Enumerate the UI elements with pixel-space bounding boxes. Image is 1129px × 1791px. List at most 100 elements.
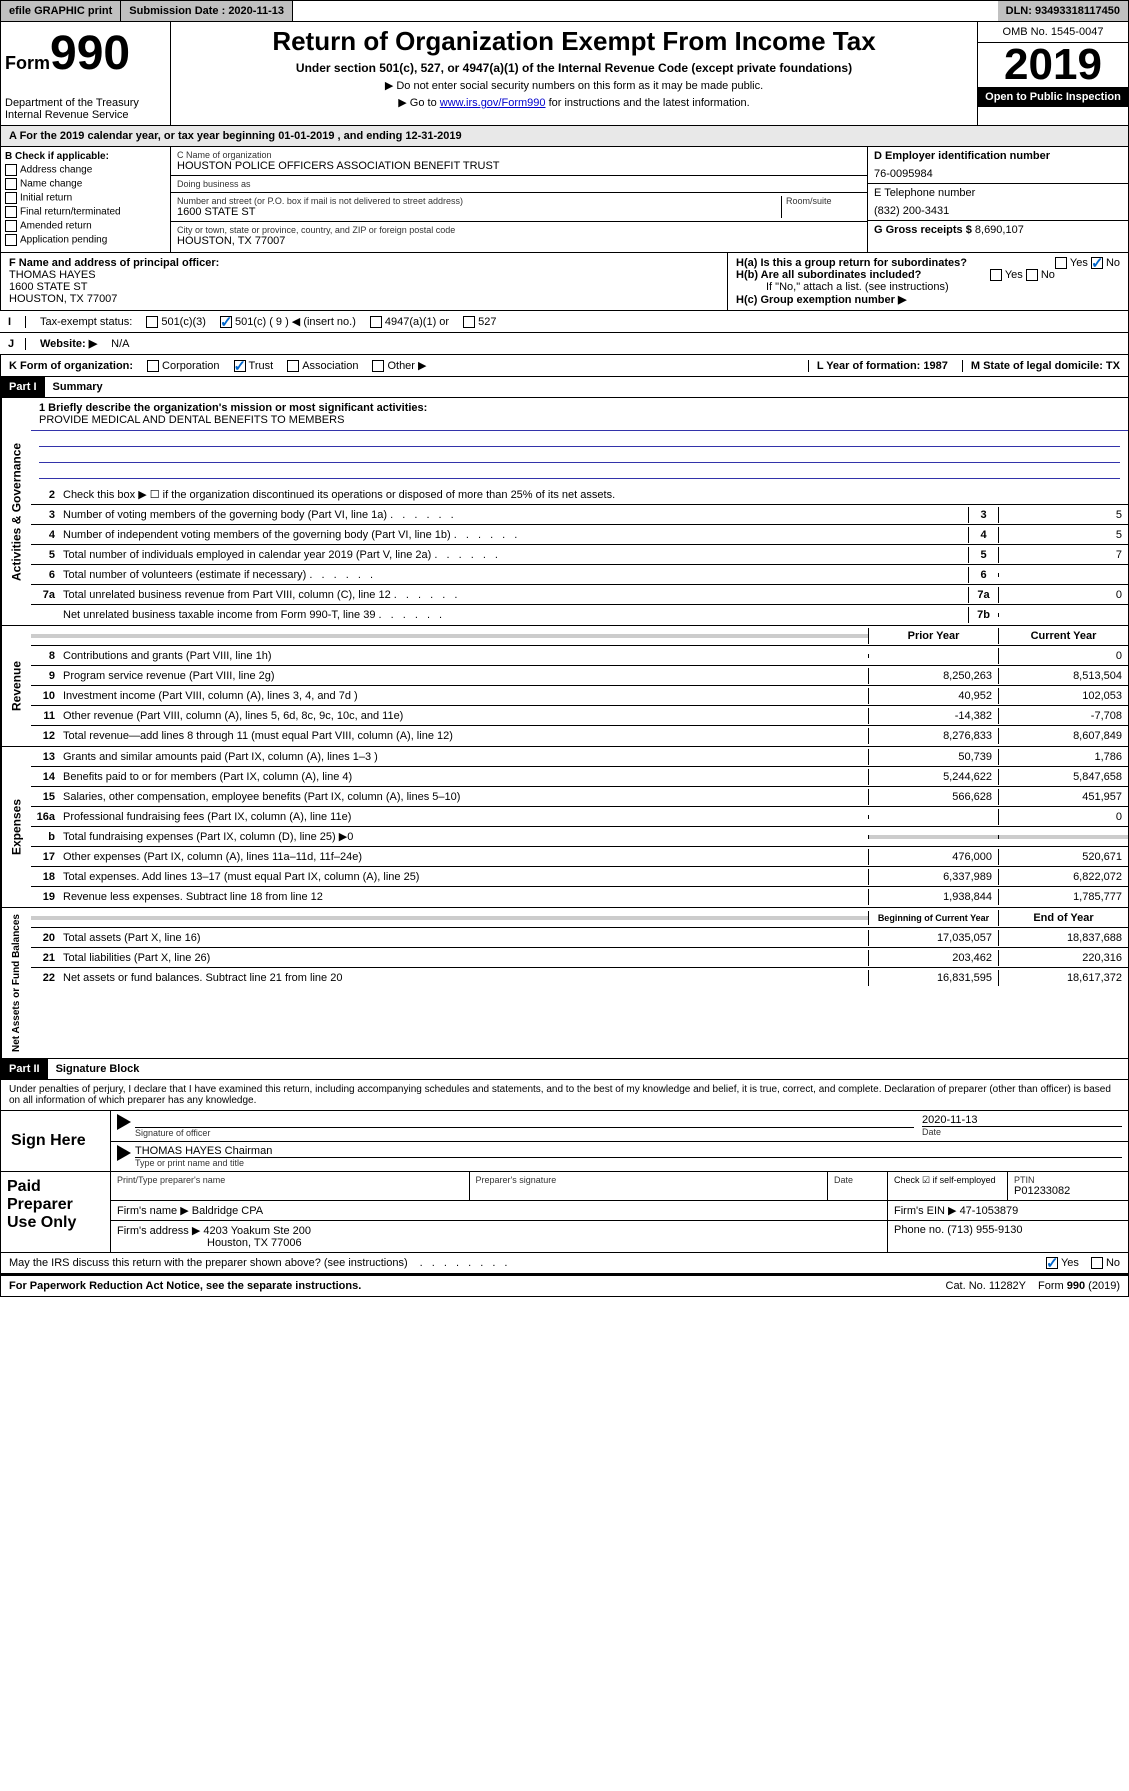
prep-h3: Date — [828, 1172, 888, 1200]
part1-title: Summary — [45, 377, 111, 397]
summary-governance: Activities & Governance 1 Briefly descri… — [0, 398, 1129, 626]
firm-addr: 4203 Yoakum Ste 200 — [203, 1225, 311, 1237]
officer-print-name: THOMAS HAYES Chairman — [135, 1145, 1122, 1158]
chk-501c3[interactable]: 501(c)(3) — [146, 316, 206, 328]
net-header: Beginning of Current Year End of Year — [31, 908, 1128, 928]
discuss-text: May the IRS discuss this return with the… — [9, 1257, 408, 1269]
note2-pre: ▶ Go to — [398, 97, 439, 109]
year-formation: L Year of formation: 1987 — [808, 360, 948, 372]
begin-year-hdr: Beginning of Current Year — [868, 911, 998, 925]
chk-final-return[interactable]: Final return/terminated — [5, 206, 166, 218]
chk-assoc[interactable]: Association — [287, 360, 358, 372]
gross-label: G Gross receipts $ — [874, 224, 972, 236]
addr-label: Number and street (or P.O. box if mail i… — [177, 196, 781, 206]
part1-num: Part I — [1, 377, 45, 397]
discuss-no[interactable]: No — [1091, 1257, 1120, 1269]
ein-label: D Employer identification number — [874, 150, 1122, 162]
mission-q: 1 Briefly describe the organization's mi… — [39, 402, 1120, 414]
side-netassets: Net Assets or Fund Balances — [1, 908, 31, 1058]
ein: 76-0095984 — [874, 168, 1122, 180]
summary-line: 15Salaries, other compensation, employee… — [31, 787, 1128, 807]
firm-label: Firm's name ▶ — [117, 1205, 189, 1217]
firm-phone-label: Phone no. — [894, 1224, 944, 1236]
discuss-row: May the IRS discuss this return with the… — [0, 1253, 1129, 1274]
summary-line: 9Program service revenue (Part VIII, lin… — [31, 666, 1128, 686]
form-note-1: ▶ Do not enter social security numbers o… — [175, 79, 973, 92]
cat-no: Cat. No. 11282Y — [946, 1280, 1027, 1292]
tax-status-row: I Tax-exempt status: 501(c)(3) 501(c) ( … — [0, 311, 1129, 333]
summary-expenses: Expenses 13Grants and similar amounts pa… — [0, 747, 1129, 908]
chk-app-pending[interactable]: Application pending — [5, 234, 166, 246]
hc-row: H(c) Group exemption number ▶ — [736, 293, 1120, 306]
efile-label[interactable]: efile GRAPHIC print — [1, 1, 121, 21]
website-row: J Website: ▶ N/A — [0, 333, 1129, 355]
tax-year: 2019 — [978, 43, 1128, 87]
prep-label: Paid Preparer Use Only — [1, 1172, 111, 1252]
dept-label: Department of the Treasury Internal Reve… — [5, 97, 166, 121]
firm-ein-label: Firm's EIN ▶ — [894, 1205, 957, 1217]
gross-receipts: 8,690,107 — [975, 224, 1024, 236]
summary-line: bTotal fundraising expenses (Part IX, co… — [31, 827, 1128, 847]
side-governance: Activities & Governance — [1, 398, 31, 625]
firm-phone: (713) 955-9130 — [947, 1224, 1022, 1236]
current-year-hdr: Current Year — [998, 628, 1128, 644]
print-name-label: Type or print name and title — [135, 1158, 1122, 1168]
summary-line: 4Number of independent voting members of… — [31, 525, 1128, 545]
form-note-2: ▶ Go to www.irs.gov/Form990 for instruct… — [175, 96, 973, 109]
summary-line: 8Contributions and grants (Part VIII, li… — [31, 646, 1128, 666]
summary-line: 19Revenue less expenses. Subtract line 1… — [31, 887, 1128, 907]
form-subtitle: Under section 501(c), 527, or 4947(a)(1)… — [175, 61, 973, 75]
side-revenue: Revenue — [1, 626, 31, 746]
prep-h2: Preparer's signature — [470, 1172, 829, 1200]
chk-trust[interactable]: Trust — [234, 360, 274, 372]
officer-addr1: 1600 STATE ST — [9, 281, 719, 293]
block-c: C Name of organization HOUSTON POLICE OF… — [171, 147, 868, 252]
summary-line: 7aTotal unrelated business revenue from … — [31, 585, 1128, 605]
chk-address-change[interactable]: Address change — [5, 164, 166, 176]
form-number: 990 — [50, 27, 130, 80]
pra-notice: For Paperwork Reduction Act Notice, see … — [9, 1280, 361, 1292]
website-val: N/A — [111, 338, 129, 350]
chk-initial-return[interactable]: Initial return — [5, 192, 166, 204]
inspection-label: Open to Public Inspection — [978, 87, 1128, 107]
summary-line: 10Investment income (Part VIII, column (… — [31, 686, 1128, 706]
arrow-icon — [117, 1145, 131, 1161]
chk-amended[interactable]: Amended return — [5, 220, 166, 232]
footer: For Paperwork Reduction Act Notice, see … — [0, 1274, 1129, 1297]
tax-period: A For the 2019 calendar year, or tax yea… — [0, 126, 1129, 147]
note2-post: for instructions and the latest informat… — [546, 97, 750, 109]
form-org-label: K Form of organization: — [9, 360, 133, 372]
sign-here-label: Sign Here — [1, 1111, 111, 1171]
tel-label: E Telephone number — [874, 187, 1122, 199]
part2-num: Part II — [1, 1059, 48, 1079]
chk-corp[interactable]: Corporation — [147, 360, 219, 372]
state-domicile: M State of legal domicile: TX — [962, 360, 1120, 372]
chk-4947[interactable]: 4947(a)(1) or — [370, 316, 449, 328]
chk-other[interactable]: Other ▶ — [372, 359, 426, 372]
ptin: P01233082 — [1014, 1185, 1122, 1197]
org-name: HOUSTON POLICE OFFICERS ASSOCIATION BENE… — [177, 160, 861, 172]
summary-line: 17Other expenses (Part IX, column (A), l… — [31, 847, 1128, 867]
part1-header: Part I Summary — [0, 377, 1129, 398]
officer-label: F Name and address of principal officer: — [9, 257, 719, 269]
chk-527[interactable]: 527 — [463, 316, 496, 328]
chk-name-change[interactable]: Name change — [5, 178, 166, 190]
discuss-yes[interactable]: Yes — [1046, 1257, 1079, 1269]
part2-title: Signature Block — [48, 1059, 148, 1079]
city-label: City or town, state or province, country… — [177, 225, 861, 235]
chk-501c[interactable]: 501(c) ( 9 ) ◀ (insert no.) — [220, 315, 356, 328]
summary-line: 22Net assets or fund balances. Subtract … — [31, 968, 1128, 988]
form-title: Return of Organization Exempt From Incom… — [175, 26, 973, 57]
officer-group-block: F Name and address of principal officer:… — [0, 253, 1129, 311]
form-footer: Form 990 (2019) — [1038, 1280, 1120, 1292]
firm-city: Houston, TX 77006 — [117, 1237, 302, 1249]
chk-self-employed[interactable]: Check ☑ if self-employed — [894, 1175, 996, 1185]
part2-header: Part II Signature Block — [0, 1059, 1129, 1080]
summary-line: 11Other revenue (Part VIII, column (A), … — [31, 706, 1128, 726]
prep-h1: Print/Type preparer's name — [111, 1172, 470, 1200]
summary-netassets: Net Assets or Fund Balances Beginning of… — [0, 908, 1129, 1059]
form990-link[interactable]: www.irs.gov/Form990 — [440, 97, 546, 109]
sign-date-label: Date — [922, 1127, 1122, 1137]
ha-row: H(a) Is this a group return for subordin… — [736, 257, 1120, 269]
dba-label: Doing business as — [177, 179, 861, 189]
